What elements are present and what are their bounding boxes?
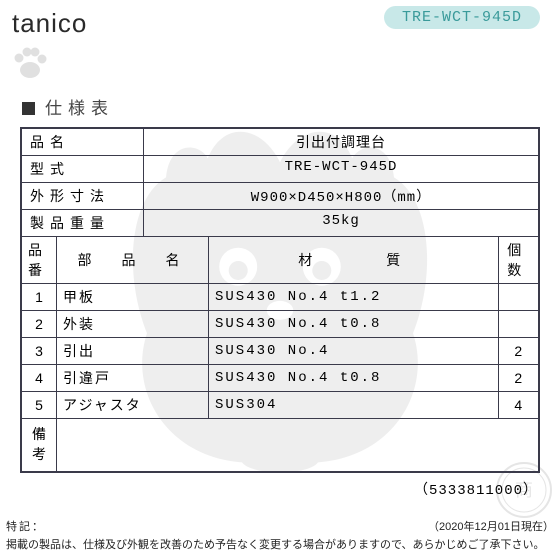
footnote-date: （2020年12月01日現在） bbox=[428, 518, 554, 534]
col-mat-header: 材 質 bbox=[209, 237, 499, 284]
footer-code: （5333811000） bbox=[0, 479, 538, 499]
remarks-body bbox=[57, 419, 539, 471]
col-name-header: 部 品 名 bbox=[57, 237, 209, 284]
spec-label: 型式 bbox=[22, 156, 144, 182]
parts-header-row: 品番 部 品 名 材 質 個数 bbox=[22, 237, 538, 284]
pawprint-icon bbox=[10, 42, 50, 82]
remarks-row: 備考 bbox=[22, 419, 538, 471]
section-title: 仕様表 bbox=[22, 94, 560, 119]
spec-table: 品名 引出付調理台 型式 TRE-WCT-945D 外形寸法 W900×D450… bbox=[20, 127, 540, 473]
spec-label: 外形寸法 bbox=[22, 183, 144, 209]
col-qty-header: 個数 bbox=[498, 237, 538, 284]
spec-value: 35kg bbox=[144, 210, 538, 236]
spec-row: 外形寸法 W900×D450×H800（mm） bbox=[22, 183, 538, 210]
spec-row: 品名 引出付調理台 bbox=[22, 129, 538, 156]
footnote-label: 特記： bbox=[6, 518, 45, 534]
spec-label: 品名 bbox=[22, 129, 144, 155]
svg-text:商: 商 bbox=[515, 480, 533, 500]
footnote: （2020年12月01日現在） 特記： 掲載の製品は、仕様及び外観を改善のため予… bbox=[6, 518, 554, 552]
spec-row: 型式 TRE-WCT-945D bbox=[22, 156, 538, 183]
parts-table: 品番 部 品 名 材 質 個数 1 甲板 SUS430 No.4 t1.2 2 … bbox=[22, 237, 538, 471]
table-row: 2 外装 SUS430 No.4 t0.8 bbox=[22, 311, 538, 338]
table-row: 5 アジャスタ SUS304 4 bbox=[22, 392, 538, 419]
table-row: 4 引違戸 SUS430 No.4 t0.8 2 bbox=[22, 365, 538, 392]
spec-label: 製品重量 bbox=[22, 210, 144, 236]
spec-value: 引出付調理台 bbox=[144, 129, 538, 155]
footnote-text: 掲載の製品は、仕様及び外観を改善のため予告なく変更する場合がありますので、あらか… bbox=[6, 539, 545, 551]
spec-value: TRE-WCT-945D bbox=[144, 156, 538, 182]
table-row: 3 引出 SUS430 No.4 2 bbox=[22, 338, 538, 365]
spec-value: W900×D450×H800（mm） bbox=[144, 183, 538, 209]
spec-row: 製品重量 35kg bbox=[22, 210, 538, 237]
model-badge: TRE-WCT-945D bbox=[384, 6, 540, 29]
remarks-label: 備考 bbox=[22, 419, 57, 471]
col-no-header: 品番 bbox=[22, 237, 57, 284]
table-row: 1 甲板 SUS430 No.4 t1.2 bbox=[22, 284, 538, 311]
